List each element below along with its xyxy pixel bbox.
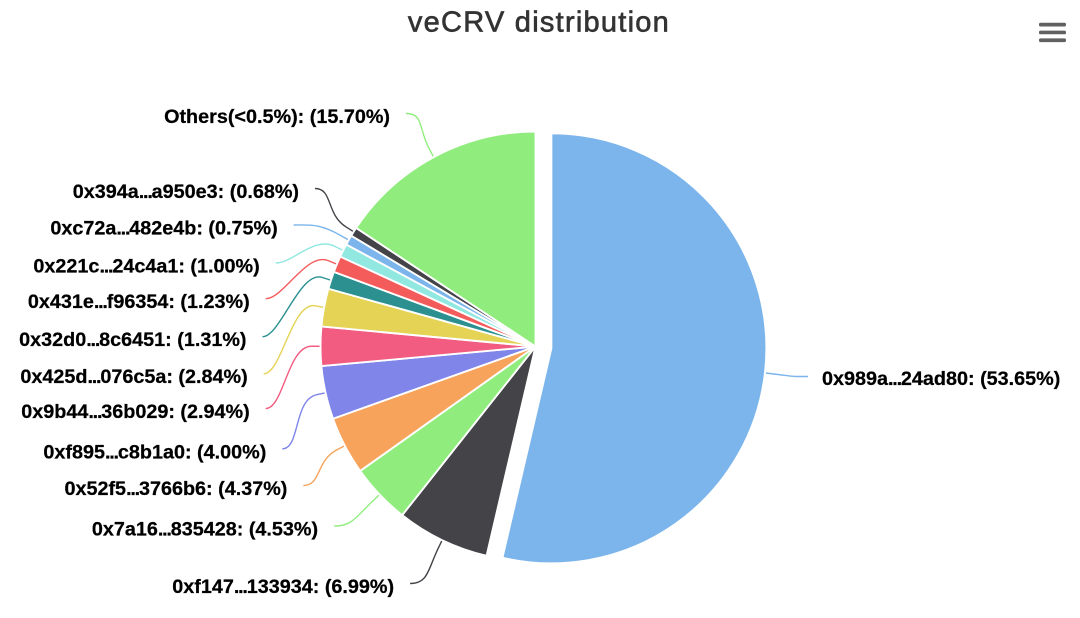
svg-text:0x431e...f96354: (1.23%): 0x431e...f96354: (1.23%) xyxy=(28,291,250,313)
svg-text:veCRV distribution: veCRV distribution xyxy=(408,7,670,39)
svg-text:0x394a...a950e3: (0.68%): 0x394a...a950e3: (0.68%) xyxy=(73,181,299,203)
svg-text:0x7a16...835428: (4.53%): 0x7a16...835428: (4.53%) xyxy=(92,519,318,541)
svg-text:0x221c...24c4a1: (1.00%): 0x221c...24c4a1: (1.00%) xyxy=(33,255,259,277)
svg-text:0x32d0...8c6451: (1.31%): 0x32d0...8c6451: (1.31%) xyxy=(19,329,246,351)
svg-text:0x425d...076c5a: (2.84%): 0x425d...076c5a: (2.84%) xyxy=(20,366,247,388)
svg-text:0xf895...c8b1a0: (4.00%): 0xf895...c8b1a0: (4.00%) xyxy=(43,441,266,463)
svg-text:0x9b44...36b029: (2.94%): 0x9b44...36b029: (2.94%) xyxy=(21,401,249,423)
svg-text:Others(<0.5%): (15.70%): Others(<0.5%): (15.70%) xyxy=(164,106,390,128)
svg-text:0x52f5...3766b6: (4.37%): 0x52f5...3766b6: (4.37%) xyxy=(64,478,287,500)
svg-text:0xc72a...482e4b: (0.75%): 0xc72a...482e4b: (0.75%) xyxy=(50,217,277,239)
svg-text:0xf147...133934: (6.99%): 0xf147...133934: (6.99%) xyxy=(172,576,394,598)
svg-text:0x989a...24ad80: (53.65%): 0x989a...24ad80: (53.65%) xyxy=(822,368,1060,390)
